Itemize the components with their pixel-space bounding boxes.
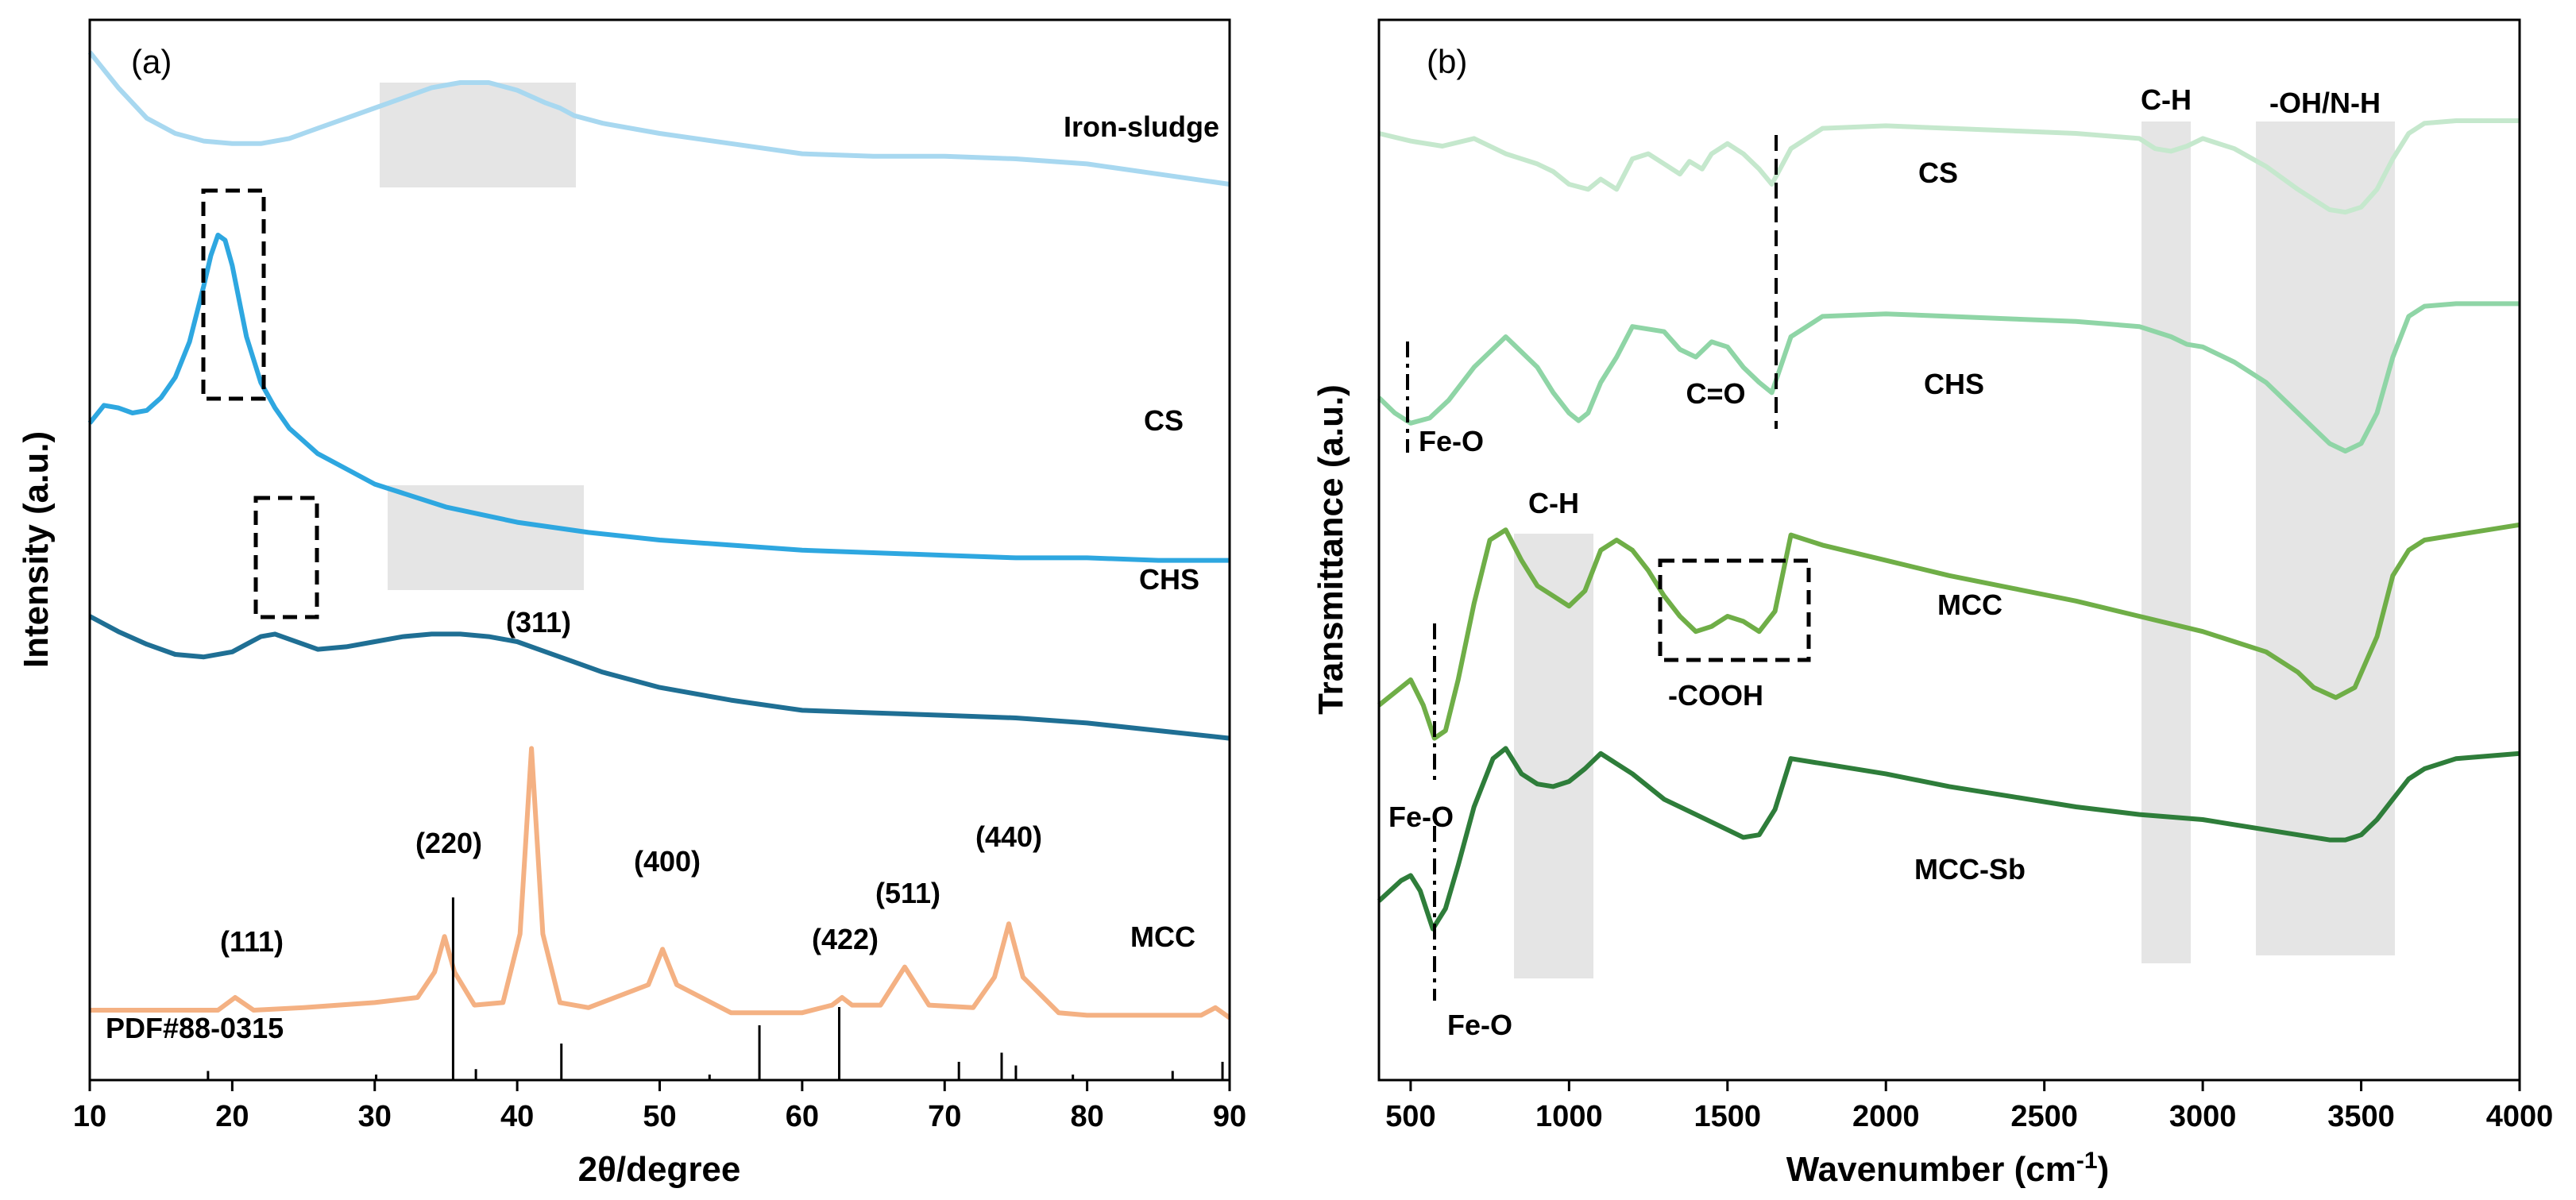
b-x-tick-label-0: 500 <box>1385 1100 1435 1133</box>
a-legend-chs: CHS <box>1139 563 1199 596</box>
band-ch-low <box>1514 534 1593 978</box>
a-panel-label: (a) <box>131 43 172 80</box>
band-label-oh-nh: -OH/N-H <box>2269 87 2381 119</box>
b-legend-mcc: MCC <box>1937 588 2002 621</box>
b-series-line-2 <box>1377 522 2520 741</box>
peak-label-422: (422) <box>812 923 879 955</box>
b-x-tick-label-4: 2500 <box>2010 1100 2078 1133</box>
b-series-line-0 <box>1378 118 2520 215</box>
annotation-feo-mcc: Fe-O <box>1388 801 1454 833</box>
peak-label-111: (111) <box>220 925 284 958</box>
b-legend-mcc-sb: MCC-Sb <box>1914 853 2026 886</box>
peak-label-511: (511) <box>875 877 940 909</box>
b-x-axis-title-sup: -1 <box>2076 1148 2098 1174</box>
a-y-axis-title: Intensity (a.u.) <box>17 431 56 668</box>
a-x-tick-label-3: 40 <box>500 1100 534 1133</box>
a-legend-mcc: MCC <box>1130 920 1195 953</box>
annotation-feo-chs: Fe-O <box>1419 425 1484 457</box>
band-label-ch-low: C-H <box>1528 487 1579 519</box>
b-x-tick-label-2: 1500 <box>1694 1100 1762 1133</box>
a-reference-label: PDF#88-0315 <box>106 1012 284 1044</box>
shade-chs <box>388 485 584 590</box>
b-series-line-3 <box>1377 746 2520 932</box>
annotation-co: C=O <box>1686 377 1745 410</box>
peak-label-311: (311) <box>506 606 571 639</box>
a-series-line-3 <box>90 746 1231 1021</box>
a-x-tick-label-4: 50 <box>643 1100 676 1133</box>
a-x-axis-title: 2θ/degree <box>578 1150 741 1189</box>
a-x-tick-label-8: 90 <box>1213 1100 1246 1133</box>
b-x-tick-label-7: 4000 <box>2486 1100 2554 1133</box>
a-x-tick-label-0: 10 <box>73 1100 106 1133</box>
panel-b: (b) CS CHS MCC MCC-Sb C-H -OH/N-H C-H C=… <box>1311 18 2553 1189</box>
b-series-group <box>1377 118 2520 932</box>
b-panel-label: (b) <box>1427 43 1467 80</box>
dashed-box-cs <box>201 188 266 401</box>
a-x-tick-label-7: 80 <box>1070 1100 1103 1133</box>
b-legend-chs: CHS <box>1924 368 1984 400</box>
b-x-tick-label-1: 1000 <box>1535 1100 1603 1133</box>
a-x-tick-label-2: 30 <box>358 1100 392 1133</box>
a-series-line-1 <box>87 233 1230 563</box>
peak-label-440: (440) <box>975 820 1042 853</box>
annotation-feo-mccsb: Fe-O <box>1447 1009 1512 1041</box>
a-x-tick-label-5: 60 <box>786 1100 819 1133</box>
a-x-ticks: 10 20 30 40 50 60 70 80 90 <box>73 1080 1246 1133</box>
b-x-tick-label-6: 3500 <box>2327 1100 2395 1133</box>
b-x-axis-title-main: Wavenumber (cm <box>1786 1150 2076 1189</box>
a-x-tick-label-1: 20 <box>215 1100 249 1133</box>
panel-a: (a) Iron-sludge CS CHS MCC PDF#88-0315 (… <box>17 18 1246 1189</box>
a-legend-iron-sludge: Iron-sludge <box>1064 110 1219 143</box>
b-x-tick-label-3: 2000 <box>1852 1100 1920 1133</box>
band-oh-nh <box>2256 122 2395 955</box>
peak-label-400: (400) <box>634 845 701 878</box>
b-legend-cs: CS <box>1918 156 1958 189</box>
b-x-tick-label-5: 3000 <box>2169 1100 2237 1133</box>
annotation-cooh: -COOH <box>1668 679 1763 712</box>
a-x-tick-label-6: 70 <box>928 1100 961 1133</box>
b-y-axis-title: Transmittance (a.u.) <box>1311 384 1350 715</box>
a-reference-lines <box>207 897 1224 1080</box>
peak-label-220: (220) <box>415 827 482 859</box>
b-x-axis-title: Wavenumber (cm-1) <box>1786 1148 2109 1189</box>
a-legend-cs: CS <box>1144 404 1184 437</box>
b-x-ticks: 500 1000 1500 2000 2500 3000 3500 4000 <box>1385 1080 2553 1133</box>
band-label-ch-high: C-H <box>2141 83 2192 116</box>
dashed-box-cooh <box>1658 558 1811 662</box>
b-series-line-1 <box>1377 301 2520 453</box>
shade-iron-sludge <box>380 83 576 187</box>
dashed-box-chs <box>253 496 319 619</box>
a-series-line-2 <box>88 614 1230 741</box>
b-plot-frame <box>1377 18 2521 1082</box>
b-x-axis-title-end: ) <box>2098 1150 2110 1189</box>
a-series-line-0 <box>87 50 1230 187</box>
band-ch-high <box>2142 122 2191 963</box>
a-plot-frame <box>88 18 1231 1082</box>
a-series-group <box>87 50 1231 1021</box>
